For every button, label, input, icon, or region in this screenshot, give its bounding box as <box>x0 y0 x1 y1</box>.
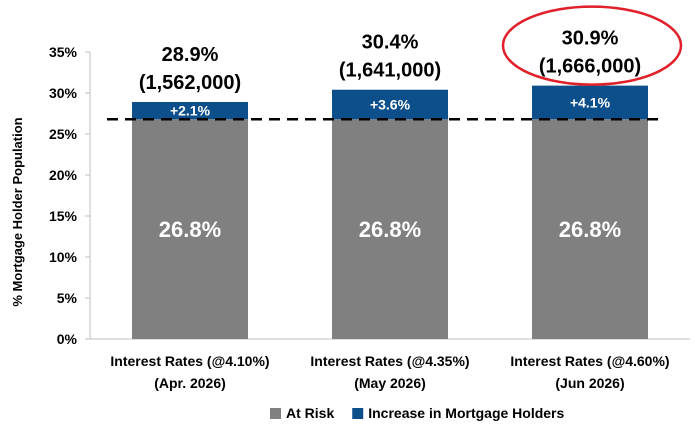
bar-at-risk <box>532 119 648 340</box>
bar-increase <box>532 85 648 120</box>
total-percent-label: 28.9% <box>162 44 219 66</box>
legend: At Risk Increase in Mortgage Holders <box>270 405 565 421</box>
data-label-increase: +2.1% <box>170 103 211 119</box>
data-label-increase: +3.6% <box>370 97 411 113</box>
legend-label: At Risk <box>286 405 334 421</box>
x-category-sublabel: (Apr. 2026) <box>154 375 226 391</box>
x-axis-labels: Interest Rates (@4.10%) (Apr. 2026) Intere… <box>110 353 669 391</box>
y-tick-label: 30% <box>49 85 78 101</box>
y-tick-label: 35% <box>49 44 78 60</box>
x-category-label: Interest Rates (@4.60%) <box>510 353 669 369</box>
y-tick-label: 15% <box>49 208 78 224</box>
legend-label: Increase in Mortgage Holders <box>368 405 564 421</box>
y-tick-label: 0% <box>57 331 78 347</box>
y-axis-title: % Mortgage Holder Population <box>10 117 25 306</box>
bar-at-risk <box>332 119 448 340</box>
total-count-label: (1,666,000) <box>539 56 641 78</box>
bar-increase <box>132 102 248 120</box>
data-label-at-risk: 26.8% <box>159 217 221 242</box>
y-tick-label: 20% <box>49 167 78 183</box>
legend-swatch <box>270 408 281 419</box>
x-category-label: Interest Rates (@4.10%) <box>110 353 269 369</box>
total-count-label: (1,641,000) <box>339 60 441 82</box>
total-count-label: (1,562,000) <box>139 72 241 94</box>
y-tick-label: 25% <box>49 126 78 142</box>
total-percent-label: 30.9% <box>562 28 619 50</box>
bar-at-risk <box>132 119 248 340</box>
x-category-sublabel: (May 2026) <box>354 375 426 391</box>
total-percent-label: 30.4% <box>362 32 419 54</box>
legend-swatch <box>352 408 364 419</box>
x-category-label: Interest Rates (@4.35%) <box>310 353 469 369</box>
bars: 26.8% +2.1% 26.8% +3.6% 26.8% +4.1% <box>132 85 648 340</box>
data-label-at-risk: 26.8% <box>559 217 621 242</box>
data-label-at-risk: 26.8% <box>359 217 421 242</box>
overlay: 28.9% (1,562,000) 30.4% (1,641,000) 30.9% (1,… <box>107 5 683 121</box>
data-label-increase: +4.1% <box>570 94 611 110</box>
highlight-ellipse <box>501 5 683 86</box>
y-tick-label: 10% <box>49 249 78 265</box>
bar-increase <box>332 89 448 120</box>
x-category-sublabel: (Jun 2026) <box>555 375 624 391</box>
y-tick-label: 5% <box>57 290 78 306</box>
